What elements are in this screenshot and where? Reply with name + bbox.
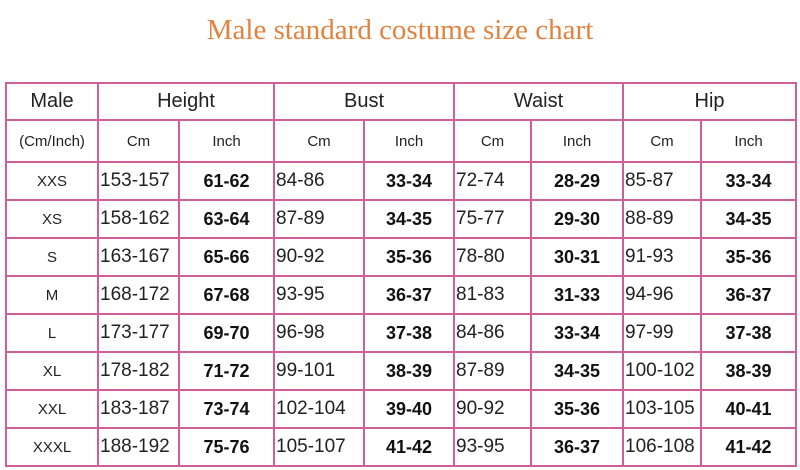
cm-cell: 103-105 (622, 389, 703, 429)
inch-cell: 30-31 (529, 237, 625, 277)
inch-cell: 37-38 (700, 313, 798, 353)
inch-cell: 38-39 (363, 351, 455, 391)
subheader-cm: Cm (453, 119, 532, 163)
cm-cell: 163-167 (97, 237, 180, 277)
size-cell: S (5, 237, 99, 277)
inch-cell: 35-36 (529, 389, 625, 429)
subheader-cm: Cm (622, 119, 703, 163)
size-cell: XXL (5, 389, 99, 429)
size-cell: XXS (5, 161, 99, 201)
cm-cell: 78-80 (453, 237, 532, 277)
inch-cell: 34-35 (700, 199, 798, 239)
inch-cell: 34-35 (529, 351, 625, 391)
inch-cell: 35-36 (700, 237, 798, 277)
cm-cell: 102-104 (273, 389, 365, 429)
table-row: XS 158-162 63-64 87-89 34-35 75-77 29-30 88-89 3… (5, 199, 798, 239)
cm-cell: 168-172 (97, 275, 180, 315)
cm-cell: 93-95 (453, 427, 532, 467)
inch-cell: 33-34 (700, 161, 798, 201)
header-height: Height (97, 82, 275, 121)
cm-cell: 97-99 (622, 313, 703, 353)
cm-cell: 178-182 (97, 351, 180, 391)
inch-cell: 29-30 (529, 199, 625, 239)
cm-cell: 94-96 (622, 275, 703, 315)
table-row: M 168-172 67-68 93-95 36-37 81-83 31-33 94-96 36… (5, 275, 798, 315)
inch-cell: 35-36 (363, 237, 455, 277)
header-waist: Waist (452, 82, 625, 121)
subheader-inch: Inch (363, 119, 455, 163)
cm-cell: 85-87 (622, 161, 703, 201)
cm-cell: 88-89 (622, 199, 703, 239)
cm-cell: 96-98 (273, 313, 365, 353)
inch-cell: 38-39 (700, 351, 798, 391)
chart-title: Male standard costume size chart (206, 14, 594, 46)
inch-cell: 63-64 (178, 199, 275, 239)
inch-cell: 33-34 (363, 161, 455, 201)
cm-cell: 188-192 (97, 427, 180, 467)
inch-cell: 31-33 (529, 275, 625, 315)
cm-cell: 183-187 (97, 389, 180, 429)
size-cell: M (5, 275, 99, 315)
cm-cell: 81-83 (453, 275, 532, 315)
header-male: Male (5, 82, 99, 121)
cm-cell: 106-108 (622, 427, 703, 467)
cm-cell: 91-93 (622, 237, 703, 277)
header-hip: Hip (622, 82, 798, 121)
inch-cell: 65-66 (178, 237, 275, 277)
size-cell: XL (5, 351, 99, 391)
size-table: Male Height Bust Waist Hip (Cm/Inch) Cm … (5, 82, 798, 467)
cm-cell: 158-162 (97, 199, 180, 239)
table-row: XXL 183-187 73-74 102-104 39-40 90-92 35-36 103… (5, 389, 798, 429)
cm-cell: 153-157 (97, 161, 180, 201)
cm-cell: 90-92 (273, 237, 365, 277)
size-cell: L (5, 313, 99, 353)
inch-cell: 40-41 (700, 389, 798, 429)
table-row: L 173-177 69-70 96-98 37-38 84-86 33-34 97-99 37… (5, 313, 798, 353)
inch-cell: 37-38 (363, 313, 455, 353)
inch-cell: 73-74 (178, 389, 275, 429)
inch-cell: 69-70 (178, 313, 275, 353)
cm-cell: 90-92 (453, 389, 532, 429)
cm-cell: 173-177 (97, 313, 180, 353)
subheader-cm: Cm (97, 119, 180, 163)
cm-cell: 87-89 (273, 199, 365, 239)
inch-cell: 41-42 (700, 427, 798, 467)
header-row: Male Height Bust Waist Hip (5, 82, 798, 121)
inch-cell: 41-42 (363, 427, 455, 467)
table-row: XXS 153-157 61-62 84-86 33-34 72-74 28-29 85-87… (5, 161, 798, 201)
inch-cell: 75-76 (178, 427, 275, 467)
unit-label: (Cm/Inch) (5, 119, 99, 163)
inch-cell: 34-35 (363, 199, 455, 239)
cm-cell: 84-86 (453, 313, 532, 353)
size-cell: XXXL (5, 427, 99, 467)
inch-cell: 36-37 (529, 427, 625, 467)
subheader-inch: Inch (529, 119, 625, 163)
subheader-inch: Inch (178, 119, 275, 163)
cm-cell: 93-95 (273, 275, 365, 315)
inch-cell: 28-29 (529, 161, 625, 201)
size-cell: XS (5, 199, 99, 239)
table-row: XL 178-182 71-72 99-101 38-39 87-89 34-35 100-1… (5, 351, 798, 391)
inch-cell: 36-37 (700, 275, 798, 315)
inch-cell: 67-68 (178, 275, 275, 315)
cm-cell: 99-101 (273, 351, 365, 391)
cm-cell: 84-86 (273, 161, 365, 201)
inch-cell: 39-40 (363, 389, 455, 429)
cm-cell: 72-74 (453, 161, 532, 201)
subheader-cm: Cm (273, 119, 365, 163)
inch-cell: 36-37 (363, 275, 455, 315)
header-bust: Bust (273, 82, 455, 121)
table-row: XXXL 188-192 75-76 105-107 41-42 93-95 36-37 10… (5, 427, 798, 467)
subheader-row: (Cm/Inch) Cm Inch Cm Inch Cm Inch Cm Inc… (5, 119, 798, 163)
inch-cell: 71-72 (178, 351, 275, 391)
inch-cell: 61-62 (178, 161, 275, 201)
subheader-inch: Inch (700, 119, 798, 163)
cm-cell: 75-77 (453, 199, 532, 239)
cm-cell: 105-107 (273, 427, 365, 467)
inch-cell: 33-34 (529, 313, 625, 353)
cm-cell: 87-89 (453, 351, 532, 391)
cm-cell: 100-102 (622, 351, 703, 391)
table-row: S 163-167 65-66 90-92 35-36 78-80 30-31 91-93 35… (5, 237, 798, 277)
